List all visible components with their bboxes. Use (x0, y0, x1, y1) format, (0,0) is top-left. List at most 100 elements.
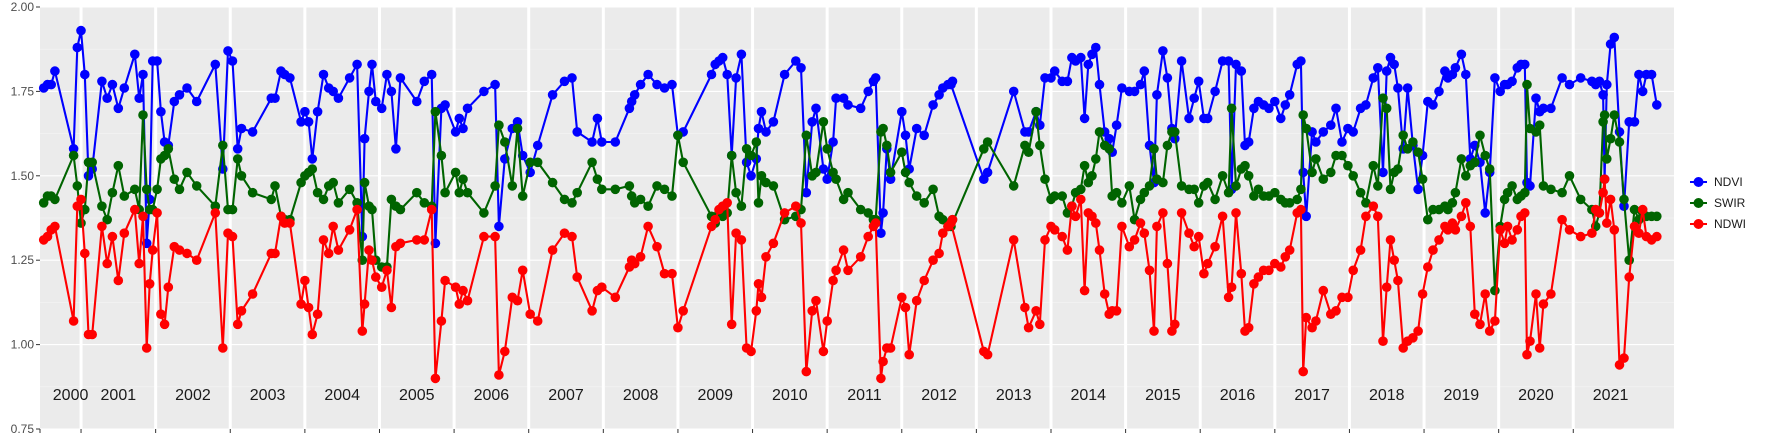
data-point (50, 221, 60, 232)
data-point (897, 106, 907, 117)
data-point (801, 366, 812, 377)
data-point (1111, 120, 1122, 130)
data-point (870, 73, 881, 83)
data-point (811, 103, 821, 114)
data-point (68, 316, 79, 326)
data-point (1162, 140, 1173, 151)
data-point (592, 113, 603, 124)
data-point (746, 346, 756, 357)
year-label: 2018 (1369, 387, 1405, 404)
data-point (1368, 73, 1379, 83)
data-point (1389, 59, 1399, 70)
data-point (1413, 184, 1423, 195)
data-point (296, 299, 306, 309)
data-point (76, 194, 86, 205)
data-point (1619, 353, 1629, 363)
year-label: 2000 (53, 387, 89, 404)
data-point (1417, 174, 1428, 184)
data-point (1193, 198, 1204, 208)
data-point (113, 103, 124, 114)
data-point (1490, 73, 1500, 83)
data-point (1311, 137, 1321, 147)
data-point (818, 164, 829, 174)
data-point (547, 177, 558, 188)
data-point (855, 251, 866, 262)
data-point (1057, 231, 1067, 242)
data-point (72, 42, 83, 53)
data-point (1456, 154, 1467, 164)
data-point (147, 245, 158, 255)
data-point (303, 302, 314, 313)
data-point (1008, 181, 1019, 191)
data-point (1546, 289, 1556, 299)
data-point (1456, 211, 1467, 222)
data-point (1189, 93, 1199, 103)
data-point (1243, 171, 1254, 181)
data-point (1124, 241, 1135, 252)
data-point (779, 208, 790, 218)
data-point (141, 343, 152, 353)
legend-key-point (1693, 177, 1704, 187)
data-point (652, 79, 662, 90)
data-point (462, 295, 473, 306)
data-point (756, 171, 767, 181)
data-point (1557, 187, 1567, 198)
data-point (1629, 204, 1640, 215)
data-point (1361, 100, 1371, 110)
data-point (1094, 245, 1105, 255)
data-point (1385, 235, 1396, 245)
year-label: 2001 (101, 387, 137, 404)
data-point (946, 79, 956, 90)
data-point (1348, 127, 1358, 137)
data-point (919, 130, 929, 141)
data-point (1368, 160, 1379, 171)
data-point (307, 329, 318, 340)
data-point (1520, 187, 1530, 198)
data-point (1264, 265, 1274, 276)
data-point (1624, 255, 1634, 265)
data-point (1307, 167, 1317, 178)
data-point (1343, 292, 1353, 303)
data-point (1381, 66, 1392, 76)
data-point (1609, 110, 1620, 120)
data-point (454, 187, 465, 198)
data-point (1634, 69, 1644, 80)
data-point (119, 228, 130, 238)
data-point (1296, 184, 1306, 195)
data-point (1210, 241, 1220, 252)
data-point (285, 73, 295, 83)
data-point (227, 56, 238, 66)
data-point (1217, 211, 1228, 222)
data-point (232, 319, 243, 330)
data-point (532, 157, 543, 168)
data-point (307, 154, 318, 164)
data-point (629, 258, 640, 269)
data-point (440, 100, 450, 110)
data-point (227, 204, 238, 215)
data-point (1564, 171, 1575, 181)
data-point (1470, 309, 1480, 320)
data-point (159, 319, 170, 330)
data-point (1253, 272, 1264, 282)
data-point (629, 90, 640, 100)
data-point (130, 184, 140, 195)
data-point (863, 231, 873, 242)
data-point (525, 157, 535, 168)
data-point (1301, 123, 1311, 134)
data-point (479, 86, 489, 97)
data-point (1434, 86, 1444, 97)
data-point (1162, 73, 1173, 83)
data-point (328, 221, 339, 232)
data-point (1318, 285, 1329, 296)
data-point (450, 127, 461, 137)
data-point (1231, 208, 1241, 218)
data-point (678, 306, 688, 316)
year-label: 2014 (1070, 387, 1106, 404)
data-point (572, 187, 582, 198)
data-point (1447, 198, 1458, 208)
data-point (1423, 262, 1433, 272)
data-point (559, 76, 570, 87)
data-point (1076, 194, 1086, 205)
data-point (494, 221, 504, 232)
data-point (731, 73, 741, 83)
